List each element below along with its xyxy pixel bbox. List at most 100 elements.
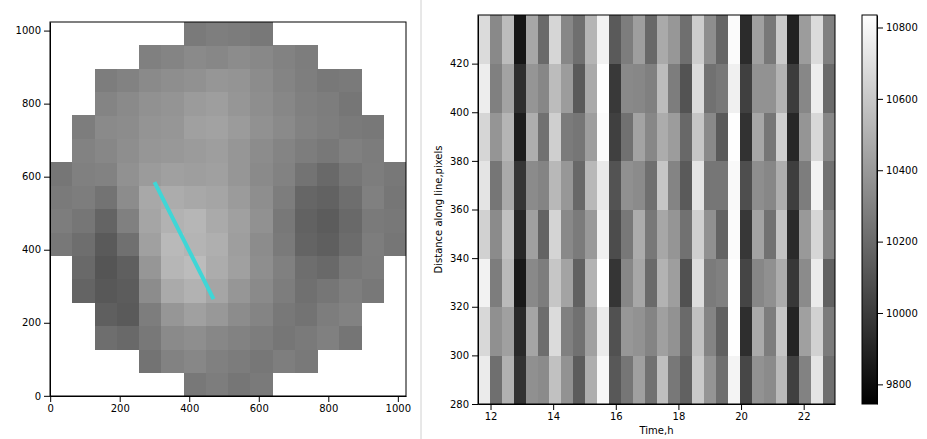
image-cell bbox=[317, 162, 340, 186]
heatmap-cell bbox=[597, 258, 609, 307]
heatmap-cell bbox=[716, 112, 728, 161]
image-cell bbox=[295, 185, 318, 209]
heatmap-cell bbox=[549, 258, 561, 307]
heatmap-cell bbox=[478, 210, 490, 259]
heatmap-cell bbox=[549, 307, 561, 356]
x-tick-mark bbox=[189, 396, 190, 402]
y-axis-title: Distance along line,pixels bbox=[433, 146, 444, 274]
x-tick: 20 bbox=[735, 404, 748, 422]
image-cell bbox=[139, 302, 162, 326]
heatmap-cell bbox=[526, 112, 538, 161]
heatmap-cell bbox=[514, 355, 526, 404]
y-tick-label: 0 bbox=[35, 391, 41, 402]
heatmap-cell bbox=[478, 161, 490, 210]
image-cell bbox=[339, 326, 362, 350]
heatmap-cell bbox=[514, 258, 526, 307]
heatmap-cell bbox=[526, 258, 538, 307]
y-tick-label: 320 bbox=[450, 301, 469, 312]
heatmap-cell bbox=[776, 210, 788, 259]
y-axis-line bbox=[50, 23, 51, 397]
heatmap-cell bbox=[561, 307, 573, 356]
y-tick: 800 bbox=[22, 98, 50, 109]
x-tick-label: 0 bbox=[47, 403, 53, 414]
image-cell bbox=[184, 115, 207, 139]
image-cell bbox=[72, 279, 95, 303]
image-cell bbox=[273, 232, 296, 256]
image-cell bbox=[339, 302, 362, 326]
image-cell bbox=[273, 185, 296, 209]
image-cell bbox=[250, 45, 273, 69]
heatmap-cell bbox=[514, 112, 526, 161]
image-cell bbox=[317, 232, 340, 256]
heatmap-cell bbox=[716, 258, 728, 307]
image-cell bbox=[339, 209, 362, 233]
colorbar-tick-mark bbox=[877, 313, 883, 314]
heatmap-cell bbox=[538, 64, 550, 113]
image-cell bbox=[139, 326, 162, 350]
heatmap-cell bbox=[668, 258, 680, 307]
heatmap-cell bbox=[716, 161, 728, 210]
image-cell bbox=[228, 45, 251, 69]
image-cell bbox=[384, 185, 406, 209]
heatmap-cell bbox=[502, 161, 514, 210]
heatmap-cell bbox=[787, 15, 799, 64]
image-cell bbox=[50, 209, 73, 233]
heatmap-cell bbox=[645, 64, 657, 113]
heatmap-cell bbox=[645, 15, 657, 64]
heatmap-cell bbox=[561, 210, 573, 259]
heatmap-cell bbox=[609, 15, 621, 64]
image-cell bbox=[184, 185, 207, 209]
x-tick-mark bbox=[804, 404, 805, 410]
image-cell bbox=[206, 185, 229, 209]
colorbar-tick: 10200 bbox=[877, 236, 918, 247]
heatmap-cell bbox=[561, 355, 573, 404]
y-tick: 340 bbox=[450, 253, 478, 264]
heatmap-cell bbox=[609, 112, 621, 161]
heatmap-cell bbox=[573, 161, 585, 210]
y-tick-label: 340 bbox=[450, 253, 469, 264]
image-cell bbox=[250, 349, 273, 373]
plot-area bbox=[50, 22, 406, 396]
heatmap-cell bbox=[704, 210, 716, 259]
image-cell bbox=[250, 256, 273, 280]
image-cell bbox=[339, 92, 362, 116]
image-cell bbox=[161, 45, 184, 69]
heatmap-cell bbox=[526, 210, 538, 259]
heatmap-cell bbox=[704, 64, 716, 113]
image-cell bbox=[117, 162, 140, 186]
image-cell bbox=[117, 139, 140, 163]
heatmap-cell bbox=[478, 258, 490, 307]
heatmap-cell bbox=[692, 64, 704, 113]
y-tick: 320 bbox=[450, 301, 478, 312]
y-tick: 600 bbox=[22, 171, 50, 182]
image-cell bbox=[117, 115, 140, 139]
heatmap-cell bbox=[538, 355, 550, 404]
image-cell bbox=[139, 256, 162, 280]
image-cell bbox=[250, 372, 273, 396]
heatmap-cell bbox=[680, 15, 692, 64]
heatmap-cell bbox=[752, 258, 764, 307]
heatmap-cell bbox=[657, 64, 669, 113]
y-tick-label: 360 bbox=[450, 204, 469, 215]
heatmap-cell bbox=[645, 161, 657, 210]
image-cell bbox=[50, 162, 73, 186]
heatmap-cell bbox=[657, 112, 669, 161]
image-cell bbox=[295, 45, 318, 69]
image-cell bbox=[317, 92, 340, 116]
image-cell bbox=[295, 279, 318, 303]
image-cell bbox=[273, 302, 296, 326]
y-tick: 360 bbox=[450, 204, 478, 215]
image-cell bbox=[95, 139, 118, 163]
panel-separator bbox=[421, 0, 422, 439]
heatmap-cell bbox=[752, 307, 764, 356]
heatmap-cell bbox=[787, 112, 799, 161]
heatmap-cell bbox=[704, 307, 716, 356]
image-cell bbox=[228, 326, 251, 350]
heatmap-cell bbox=[799, 112, 811, 161]
heatmap-cell bbox=[787, 161, 799, 210]
heatmap-cell bbox=[538, 161, 550, 210]
colorbar-tick-mark bbox=[877, 384, 883, 385]
heatmap-cell bbox=[597, 355, 609, 404]
image-cell bbox=[295, 232, 318, 256]
heatmap-cell bbox=[526, 15, 538, 64]
